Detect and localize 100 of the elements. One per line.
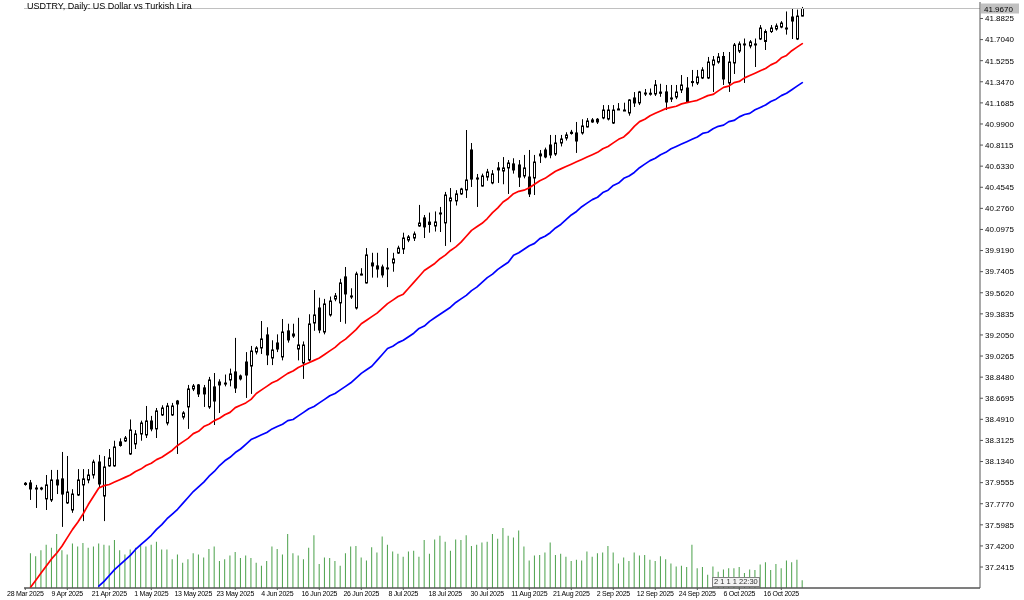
y-tick-label: 40.2760 (985, 204, 1015, 214)
y-tick-label: 40.8115 (985, 140, 1014, 150)
candlestick (449, 187, 452, 243)
candlestick (187, 384, 190, 430)
candlestick (733, 42, 736, 75)
candlestick (386, 247, 389, 288)
candlestick (203, 384, 206, 408)
candlestick (297, 317, 300, 361)
candlestick (35, 484, 38, 509)
candlestick (166, 402, 169, 426)
candlestick (313, 289, 316, 332)
candlestick (271, 339, 274, 366)
candlestick (476, 173, 479, 208)
candlestick (428, 212, 431, 234)
line-series (97, 81, 804, 587)
candlestick (155, 407, 158, 439)
candlestick (218, 378, 221, 414)
candlestick (113, 440, 116, 468)
candlestick (518, 159, 521, 188)
candlestick (791, 8, 794, 40)
candlestick (344, 266, 347, 325)
y-tick-label: 40.9900 (985, 119, 1015, 129)
y-tick-label: 41.3470 (985, 77, 1015, 87)
candlestick (665, 84, 668, 111)
candlestick (439, 206, 442, 233)
candlestick (528, 149, 531, 198)
candlestick (98, 454, 101, 489)
candlestick (612, 104, 615, 125)
candlestick (712, 55, 715, 93)
y-tick-label: 38.4910 (985, 415, 1015, 425)
ref-line-label: 41.9670 (984, 4, 1014, 14)
candlestick (45, 474, 48, 511)
candlestick (764, 28, 767, 51)
candlestick (82, 468, 85, 522)
y-tick-label: 41.1685 (985, 98, 1015, 108)
candlestick (392, 252, 395, 273)
candlestick (234, 337, 237, 394)
y-tick-label: 40.4545 (985, 183, 1015, 193)
candlestick (728, 51, 731, 93)
line-series (29, 42, 804, 588)
y-tick-label: 37.9555 (985, 478, 1015, 488)
y-tick-label: 39.7405 (985, 267, 1015, 277)
candlestick (176, 399, 179, 455)
candlestick (376, 252, 379, 279)
candlestick (686, 76, 689, 104)
candlestick (29, 479, 32, 501)
candlestick (213, 372, 216, 426)
candlestick (318, 297, 321, 334)
candlestick (554, 134, 557, 157)
candlestick (423, 214, 426, 239)
y-tick-label: 40.0975 (985, 225, 1015, 235)
y-tick-label: 39.9190 (985, 246, 1015, 256)
y-tick-label: 38.6695 (985, 394, 1015, 404)
chart-title: USDTRY, Daily: US Dollar vs Turkish Lira (27, 1, 192, 11)
y-tick-label: 40.6330 (985, 162, 1015, 172)
candlestick (796, 9, 799, 41)
y-tick-label: 39.5620 (985, 288, 1015, 298)
y-tick-label: 37.2415 (985, 562, 1015, 572)
candlestick (418, 204, 421, 228)
candlestick (549, 134, 552, 159)
candlestick (743, 38, 746, 84)
y-tick-label: 41.8825 (985, 14, 1015, 24)
y-tick-label: 37.7770 (985, 499, 1015, 509)
y-tick-label: 38.3125 (985, 436, 1015, 446)
candlestick (61, 451, 64, 528)
candlestick (497, 161, 500, 184)
candlestick (129, 418, 132, 456)
candlestick (371, 252, 374, 279)
candlestick (77, 468, 80, 497)
candlestick (145, 405, 148, 439)
candlestick (245, 351, 248, 399)
candlestick (250, 345, 253, 395)
candlestick (465, 129, 468, 199)
candlestick (402, 232, 405, 255)
candlestick (50, 469, 53, 503)
candlestick (260, 320, 263, 355)
candlestick (507, 159, 510, 195)
candlestick (71, 488, 74, 514)
y-tick-label: 37.4200 (985, 541, 1015, 551)
y-tick-label: 38.1340 (985, 457, 1015, 467)
candlestick (754, 38, 757, 68)
candlestick (722, 51, 725, 86)
candlestick (266, 326, 269, 366)
y-tick-label: 38.8480 (985, 372, 1015, 382)
candlestick (329, 296, 332, 318)
candlestick (56, 469, 59, 495)
candlestick (523, 154, 526, 179)
candlestick (502, 156, 505, 185)
candlestick (533, 154, 536, 196)
y-tick-label: 37.5985 (985, 520, 1015, 530)
y-tick-label: 39.2050 (985, 330, 1015, 340)
candlestick (339, 278, 342, 323)
y-tick-label: 41.7040 (985, 35, 1015, 45)
candlestick (575, 121, 578, 154)
candlestick (92, 459, 95, 480)
y-tick-label: 41.5255 (985, 56, 1015, 66)
candlestick (302, 340, 305, 380)
candlestick (66, 455, 69, 505)
candlestick (785, 10, 788, 36)
candlestick (134, 429, 137, 450)
